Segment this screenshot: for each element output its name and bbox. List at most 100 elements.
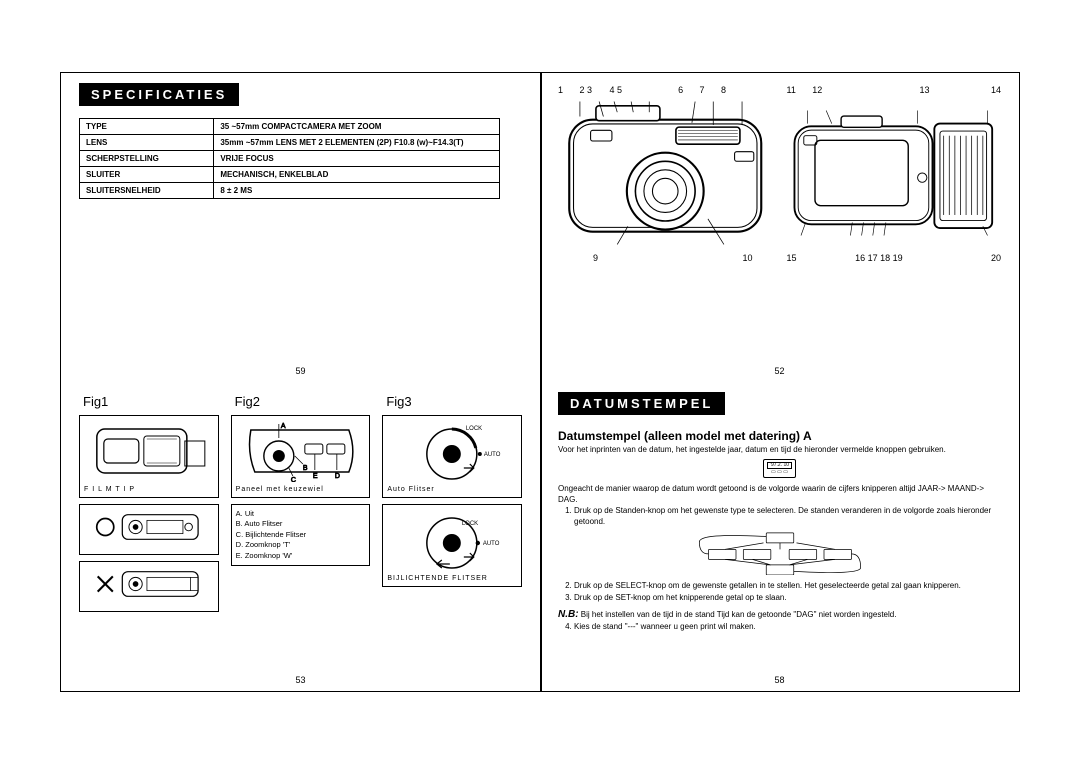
callout-num	[842, 85, 919, 95]
fig2-title: Fig2	[231, 392, 371, 415]
spec-table: TYPE35 ~57mm COMPACTCAMERA MET ZOOM LENS…	[79, 118, 500, 199]
front-bot-callouts: 9 10	[558, 253, 773, 263]
fig3-box-a: LOCK AUTO Auto Flitser	[382, 415, 522, 498]
nb-label: N.B:	[558, 609, 579, 620]
page-number: 59	[295, 366, 305, 376]
front-top-callouts: 1 2 3 4 5 6 7 8	[558, 85, 773, 95]
spec-label: SLUITERSNELHEID	[80, 182, 214, 198]
spec-label: LENS	[80, 134, 214, 150]
callout-num: 11	[787, 85, 813, 95]
callout-num	[812, 253, 855, 263]
fig1-title: Fig1	[79, 392, 219, 415]
callout-num: 1	[558, 85, 579, 95]
svg-text:C: C	[291, 477, 296, 482]
datestamp-intro: Voor het inprinten van de datum, het ing…	[558, 445, 1001, 456]
spec-header: SPECIFICATIES	[79, 83, 239, 106]
fig3-box-b: LOCK AUTO BIJLICHTENDE FLITSER	[382, 504, 522, 587]
mode-cycle-diagram-icon	[558, 531, 1001, 575]
list-item: C. Bijlichtende Flitser	[236, 530, 366, 541]
callout-num: 16 17 18 19	[855, 253, 924, 263]
fig2-box: A B C E D Paneel met keuzewiel	[231, 415, 371, 498]
spec-label: SLUITER	[80, 166, 214, 182]
callout-num: 7	[700, 85, 721, 95]
fig3-caption-2: BIJLICHTENDE FLITSER	[387, 575, 517, 582]
fig2-caption: Paneel met keuzewiel	[236, 486, 366, 493]
table-row: SLUITERMECHANISCH, ENKELBLAD	[80, 166, 500, 182]
svg-text:A: A	[281, 423, 286, 430]
callout-num: 10	[633, 253, 772, 263]
list-item: Druk op de Standen-knop om het gewenste …	[574, 506, 1001, 528]
table-row: SLUITERSNELHEID8 ± 2 MS	[80, 182, 500, 198]
camera-front-view: 1 2 3 4 5 6 7 8	[558, 93, 773, 253]
fig2-options-box: A. Uit B. Auto Flitser C. Bijlichtende F…	[231, 504, 371, 567]
film-bad-icon	[84, 566, 214, 602]
camera-front-icon	[558, 93, 773, 253]
figures-panel: Fig1 F I L M T I P	[61, 382, 540, 691]
datestamp-subtitle: Datumstempel (alleen model met datering)…	[558, 429, 1001, 443]
fig1-column: Fig1 F I L M T I P	[79, 392, 219, 618]
spec-value: VRIJE FOCUS	[214, 150, 500, 166]
fig3-title: Fig3	[382, 392, 522, 415]
mode-dial-panel-icon: A B C E D	[236, 420, 366, 482]
callout-num: 9	[558, 253, 633, 263]
spec-value: 35mm ~57mm LENS MET 2 ELEMENTEN (2P) F10…	[214, 134, 500, 150]
spec-value: MECHANISCH, ENKELBLAD	[214, 166, 500, 182]
manual-page: SPECIFICATIES TYPE35 ~57mm COMPACTCAMERA…	[60, 72, 1020, 692]
callout-num: 4 5	[609, 85, 639, 95]
list-item: Kies de stand "---" wanneer u geen print…	[574, 622, 1001, 633]
spec-value: 8 ± 2 MS	[214, 182, 500, 198]
callout-num: 14	[949, 85, 1001, 95]
film-tip-icon	[84, 421, 214, 481]
datestamp-header: DATUMSTEMPEL	[558, 392, 725, 415]
callout-num: 2 3	[579, 85, 609, 95]
spec-panel: SPECIFICATIES TYPE35 ~57mm COMPACTCAMERA…	[61, 73, 540, 382]
callout-num	[639, 85, 678, 95]
fig3-column: Fig3 LOCK AUTO Auto Flitser	[382, 392, 522, 618]
spec-label: TYPE	[80, 118, 214, 134]
table-row: TYPE35 ~57mm COMPACTCAMERA MET ZOOM	[80, 118, 500, 134]
fig1-box-a: F I L M T I P	[79, 415, 219, 498]
datestamp-step4: Kies de stand "---" wanneer u geen print…	[574, 622, 1001, 633]
fig2-column: Fig2 A B C E	[231, 392, 371, 618]
callout-num: 12	[812, 85, 842, 95]
nb-text: Bij het instellen van de tijd in de stan…	[581, 610, 897, 619]
fill-flash-dial-icon: LOCK AUTO	[387, 509, 517, 571]
list-item: Druk op de SET-knop om het knipperende g…	[574, 593, 1001, 604]
page-number: 53	[295, 675, 305, 685]
page-number: 52	[774, 366, 784, 376]
svg-text:E: E	[313, 473, 318, 480]
callout-num: 6	[678, 85, 699, 95]
auto-flash-dial-icon: LOCK AUTO	[387, 420, 517, 482]
svg-text:LOCK: LOCK	[466, 426, 482, 432]
fig3-caption-1: Auto Flitser	[387, 486, 517, 493]
spec-value: 35 ~57mm COMPACTCAMERA MET ZOOM	[214, 118, 500, 134]
datestamp-para2: Ongeacht de manier waarop de datum wordt…	[558, 484, 1001, 506]
list-item: D. Zoomknop 'T'	[236, 540, 366, 551]
lcd-date-text: '97.2. 10	[767, 462, 792, 469]
list-item: B. Auto Flitser	[236, 519, 366, 530]
fig1-box-c	[79, 561, 219, 612]
svg-text:D: D	[335, 473, 340, 480]
camera-diagrams-panel: 1 2 3 4 5 6 7 8	[540, 73, 1019, 382]
datestamp-nb: N.B: Bij het instellen van de tijd in de…	[558, 608, 1001, 622]
datestamp-steps-cont: Druk op de SELECT-knop om de gewenste ge…	[574, 581, 1001, 604]
fig2-options-list: A. Uit B. Auto Flitser C. Bijlichtende F…	[236, 509, 366, 562]
svg-text:AUTO: AUTO	[483, 541, 500, 547]
table-row: SCHERPSTELLINGVRIJE FOCUS	[80, 150, 500, 166]
list-item: E. Zoomknop 'W'	[236, 551, 366, 562]
callout-num: 8	[721, 85, 773, 95]
list-item: Druk op de SELECT-knop om de gewenste ge…	[574, 581, 1001, 592]
callout-num: 15	[787, 253, 813, 263]
callout-num	[924, 253, 954, 263]
table-row: LENS35mm ~57mm LENS MET 2 ELEMENTEN (2P)…	[80, 134, 500, 150]
spec-label: SCHERPSTELLING	[80, 150, 214, 166]
svg-text:LOCK: LOCK	[462, 521, 478, 527]
callout-num: 20	[954, 253, 1001, 263]
svg-text:B: B	[303, 465, 308, 472]
datestamp-steps: Druk op de Standen-knop om het gewenste …	[574, 506, 1001, 528]
callout-num: 13	[919, 85, 949, 95]
camera-back-view: 11 12 13 14	[787, 93, 1002, 253]
lcd-display-icon: '97.2. 10 ▭ ▭ ▭	[558, 459, 1001, 478]
film-ok-icon	[84, 509, 214, 545]
fig1-box-b	[79, 504, 219, 555]
